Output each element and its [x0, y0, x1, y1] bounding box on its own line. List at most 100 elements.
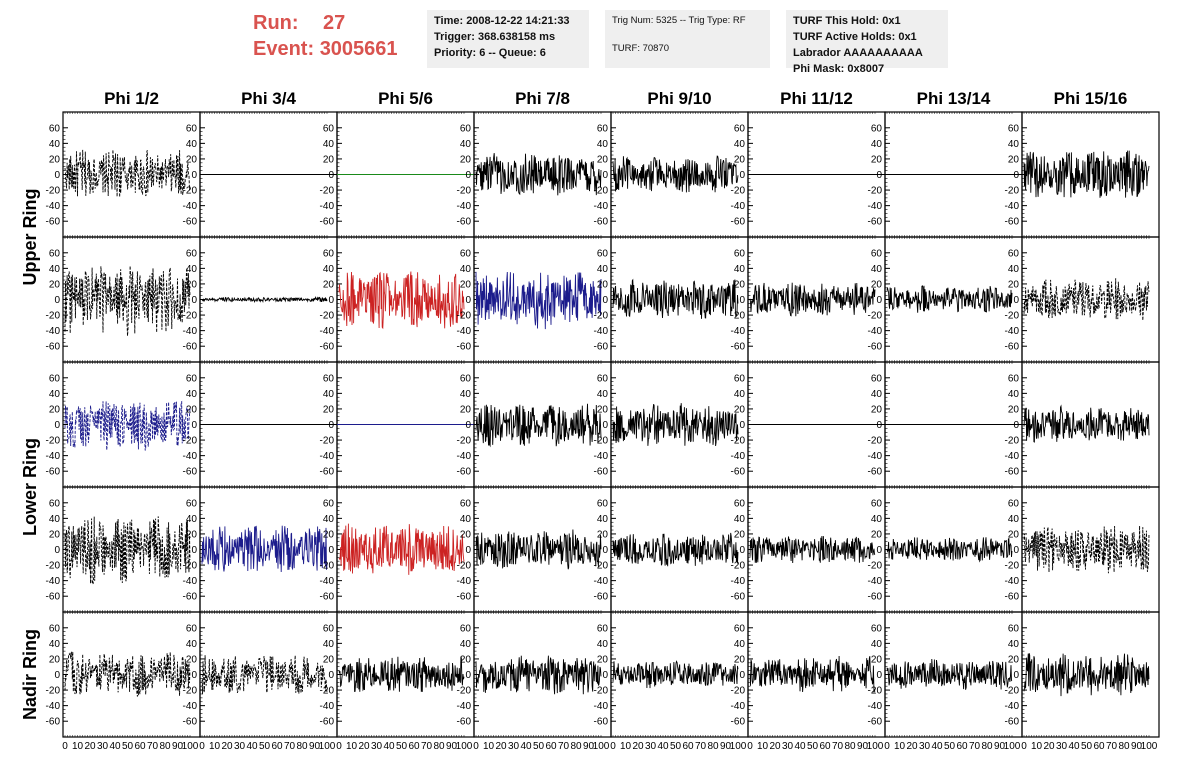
y-tick-label: -40: [1005, 326, 1020, 337]
waveform-trace: [612, 532, 739, 567]
y-tick-label: -20: [1005, 311, 1020, 322]
y-tick-label: -20: [1005, 561, 1020, 572]
y-tick-label: -60: [46, 342, 61, 353]
y-tick-label: -20: [731, 311, 746, 322]
y-tick-label: -60: [457, 592, 472, 603]
y-tick-label: 40: [460, 264, 472, 275]
waveform-trace: [612, 403, 739, 447]
y-tick-label: 20: [734, 279, 746, 290]
y-tick-label: 0: [1013, 170, 1019, 181]
y-tick-label: -60: [457, 217, 472, 228]
y-tick-label: 40: [1008, 389, 1020, 400]
y-tick-label: -40: [731, 451, 746, 462]
waveform-trace: [1023, 278, 1150, 321]
y-tick-label: 60: [871, 248, 883, 259]
y-tick-label: 40: [597, 514, 609, 525]
column-header: Phi 9/10: [647, 89, 711, 108]
y-tick-label: 20: [186, 279, 198, 290]
y-tick-label: 20: [186, 154, 198, 165]
y-tick-label: 60: [323, 123, 335, 134]
y-tick-label: 0: [1013, 295, 1019, 306]
y-tick-label: -60: [731, 217, 746, 228]
panel-frame: [62, 486, 201, 613]
y-tick-label: 60: [597, 498, 609, 509]
y-tick-label: 20: [323, 404, 335, 415]
y-tick-label: 0: [328, 295, 334, 306]
y-tick-label: -40: [46, 701, 61, 712]
y-tick-label: 40: [323, 639, 335, 650]
y-tick-label: 60: [186, 123, 198, 134]
y-tick-label: 0: [465, 420, 471, 431]
y-tick-label: 0: [876, 420, 882, 431]
y-tick-label: 20: [734, 529, 746, 540]
y-tick-label: -40: [46, 576, 61, 587]
y-tick-label: 40: [871, 389, 883, 400]
y-tick-label: 60: [49, 623, 61, 634]
y-tick-label: -40: [183, 451, 198, 462]
y-tick-label: -20: [183, 436, 198, 447]
column-header: Phi 3/4: [241, 89, 296, 108]
run-value: 27: [323, 12, 346, 34]
y-tick-label: 0: [191, 295, 197, 306]
y-tick-label: -20: [868, 186, 883, 197]
y-tick-label: 60: [597, 373, 609, 384]
y-tick-label: 60: [460, 498, 472, 509]
y-tick-label: -40: [183, 576, 198, 587]
y-tick-label: 20: [1008, 404, 1020, 415]
y-tick-label: -60: [1005, 592, 1020, 603]
y-tick-label: 40: [1008, 264, 1020, 275]
y-tick-label: 60: [49, 498, 61, 509]
turf-active-text: TURF Active Holds: 0x1: [793, 31, 917, 43]
y-tick-label: 60: [460, 248, 472, 259]
y-tick-label: 0: [739, 295, 745, 306]
y-tick-label: -40: [183, 201, 198, 212]
y-tick-label: -40: [457, 576, 472, 587]
y-tick-label: -20: [457, 311, 472, 322]
y-tick-label: -40: [320, 701, 335, 712]
y-tick-label: 40: [49, 514, 61, 525]
y-tick-label: 40: [323, 389, 335, 400]
y-tick-label: 40: [597, 389, 609, 400]
y-tick-label: 20: [1008, 279, 1020, 290]
y-tick-label: -20: [46, 311, 61, 322]
y-tick-label: -20: [868, 436, 883, 447]
y-tick-label: 40: [871, 264, 883, 275]
waveform-trace: [201, 525, 328, 573]
y-tick-label: 0: [328, 420, 334, 431]
y-tick-label: 60: [49, 248, 61, 259]
y-tick-label: -40: [594, 201, 609, 212]
y-tick-label: -60: [320, 342, 335, 353]
y-tick-label: 0: [739, 170, 745, 181]
y-tick-label: -60: [731, 342, 746, 353]
y-tick-label: 20: [49, 529, 61, 540]
waveform-trace: [749, 282, 876, 317]
turf-text: TURF: 70870: [612, 43, 670, 54]
y-tick-label: 40: [186, 639, 198, 650]
y-tick-label: 60: [871, 123, 883, 134]
y-tick-label: 0: [328, 545, 334, 556]
waveform-trace: [201, 295, 328, 304]
y-tick-label: 60: [186, 623, 198, 634]
y-tick-label: 60: [597, 123, 609, 134]
y-tick-label: -40: [594, 576, 609, 587]
y-tick-label: -20: [457, 186, 472, 197]
y-tick-label: 0: [1013, 545, 1019, 556]
y-tick-label: 20: [871, 279, 883, 290]
y-tick-label: -20: [320, 436, 335, 447]
y-tick-label: -60: [457, 467, 472, 478]
y-tick-label: 60: [597, 248, 609, 259]
y-tick-label: -60: [46, 717, 61, 728]
y-tick-label: -40: [46, 451, 61, 462]
y-tick-label: 60: [323, 623, 335, 634]
y-tick-label: 40: [871, 139, 883, 150]
column-header: Phi 7/8: [515, 89, 570, 108]
y-tick-label: -60: [731, 592, 746, 603]
y-tick-label: -20: [183, 686, 198, 697]
y-tick-label: 40: [323, 264, 335, 275]
y-tick-label: -60: [731, 467, 746, 478]
y-tick-label: -40: [320, 326, 335, 337]
column-header: Phi 13/14: [917, 89, 991, 108]
run-event-header: Run: 27 Event: 3005661: [253, 10, 398, 62]
y-tick-label: 20: [49, 404, 61, 415]
